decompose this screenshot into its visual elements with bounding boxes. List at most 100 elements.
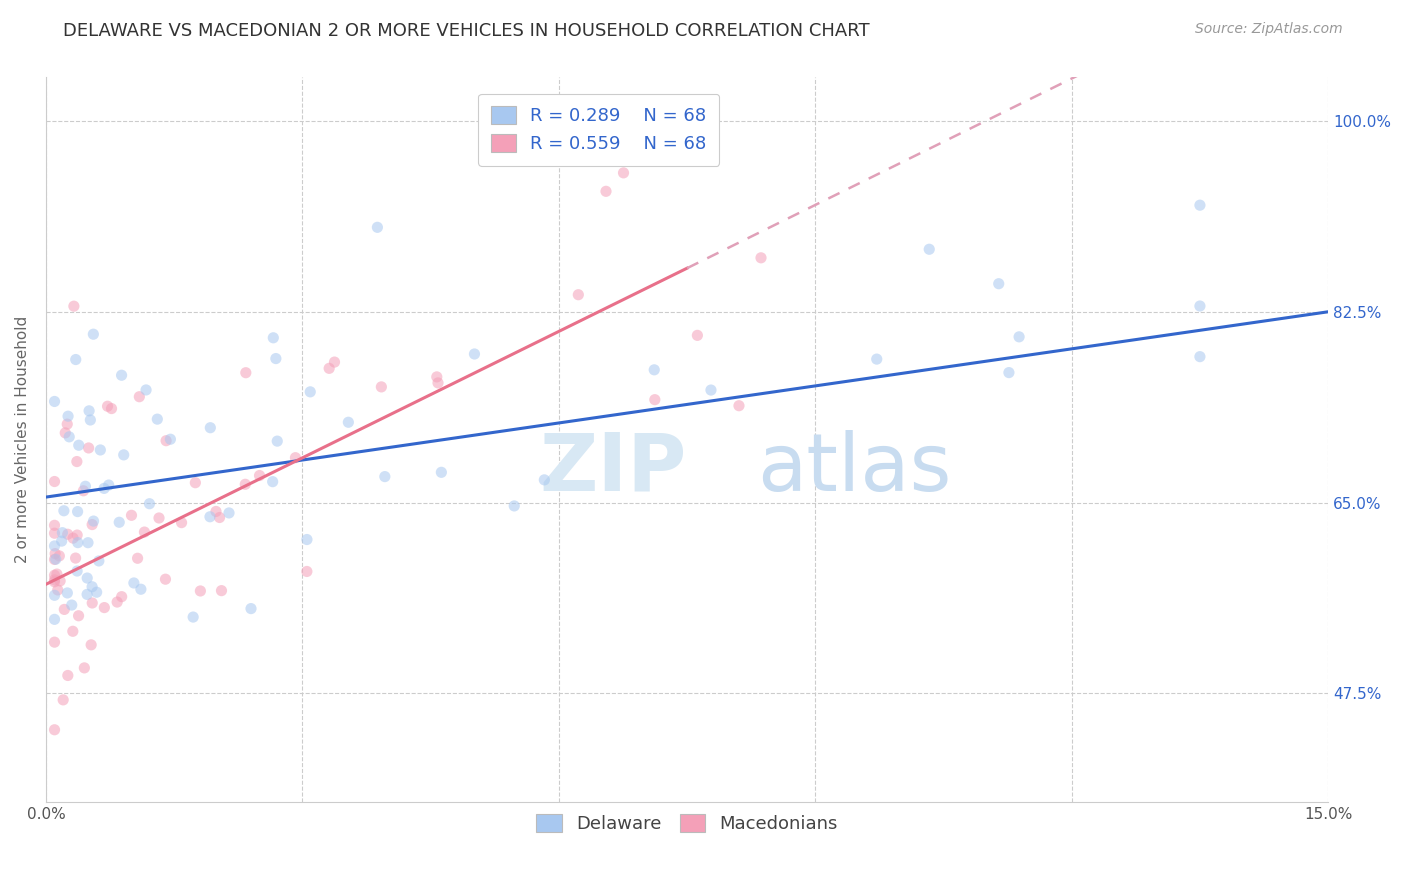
Point (208, 510, 231, 524)
Point (56, 417, 79, 431)
Text: DELAWARE VS MACEDONIAN 2 OR MORE VEHICLES IN HOUSEHOLD CORRELATION CHART: DELAWARE VS MACEDONIAN 2 OR MORE VEHICLE… (63, 22, 870, 40)
Y-axis label: 2 or more Vehicles in Household: 2 or more Vehicles in Household (15, 317, 30, 564)
Point (370, 380, 392, 394)
Point (533, 473, 555, 487)
Point (44, 723, 66, 737)
Point (66, 454, 89, 468)
Point (430, 466, 453, 480)
Point (233, 477, 256, 491)
Point (62, 624, 84, 639)
Point (111, 590, 134, 604)
Point (62, 531, 84, 545)
Point (97, 478, 120, 492)
Point (93, 482, 115, 496)
Point (211, 583, 233, 598)
Point (56, 586, 79, 600)
Point (44, 552, 66, 566)
Point (184, 475, 207, 490)
Point (44, 526, 66, 541)
Point (108, 516, 131, 530)
Point (700, 383, 723, 397)
Point (72, 483, 94, 498)
Point (262, 331, 284, 345)
Point (299, 384, 322, 399)
Point (135, 383, 157, 397)
Point (318, 361, 340, 376)
Point (51, 525, 73, 540)
Point (138, 497, 160, 511)
Point (66, 505, 89, 519)
Point (337, 415, 360, 429)
Point (77, 404, 100, 418)
Text: atlas: atlas (758, 430, 952, 508)
Point (82, 517, 104, 532)
Point (218, 506, 240, 520)
Point (266, 434, 288, 449)
Point (44, 573, 66, 587)
Point (612, 166, 634, 180)
Point (998, 366, 1021, 380)
Point (235, 366, 257, 380)
Point (463, 347, 485, 361)
Point (686, 328, 709, 343)
Point (65, 551, 87, 566)
Point (190, 584, 212, 599)
Point (56, 527, 79, 541)
Point (918, 242, 941, 256)
Point (44, 539, 66, 553)
Point (56, 409, 79, 424)
Point (295, 533, 318, 547)
Point (866, 352, 889, 367)
Point (426, 370, 449, 384)
Point (146, 412, 169, 426)
Point (56, 668, 79, 682)
Point (49, 574, 72, 588)
Point (323, 355, 346, 369)
Point (110, 368, 132, 383)
Point (644, 392, 666, 407)
Point (76, 587, 98, 601)
Point (1188, 198, 1211, 212)
Point (1188, 350, 1211, 364)
Point (73, 661, 96, 675)
Point (366, 220, 388, 235)
Point (82, 580, 104, 594)
Point (75, 479, 97, 493)
Point (181, 610, 204, 624)
Point (76, 571, 98, 585)
Point (112, 448, 135, 462)
Point (198, 509, 221, 524)
Point (67, 608, 90, 623)
Point (66, 535, 89, 549)
Point (44, 547, 66, 561)
Point (170, 516, 193, 530)
Point (83, 514, 105, 528)
Point (44, 588, 66, 602)
Point (749, 251, 772, 265)
Point (44, 574, 66, 589)
Point (129, 582, 152, 597)
Point (44, 612, 66, 626)
Point (295, 565, 318, 579)
Point (200, 421, 222, 435)
Point (58, 430, 80, 444)
Point (52, 504, 75, 518)
Point (63, 299, 86, 313)
Point (105, 595, 128, 609)
Point (148, 511, 170, 525)
Point (249, 468, 271, 483)
Point (205, 504, 228, 518)
Point (53, 602, 76, 616)
Point (66, 564, 89, 578)
Point (1008, 330, 1031, 344)
Point (66, 528, 89, 542)
Point (643, 363, 665, 377)
Point (89, 442, 111, 457)
Point (240, 601, 263, 615)
Point (44, 394, 66, 409)
Point (44, 635, 66, 649)
Point (65, 352, 87, 367)
Point (159, 432, 181, 446)
Point (82, 327, 104, 342)
Point (93, 600, 115, 615)
